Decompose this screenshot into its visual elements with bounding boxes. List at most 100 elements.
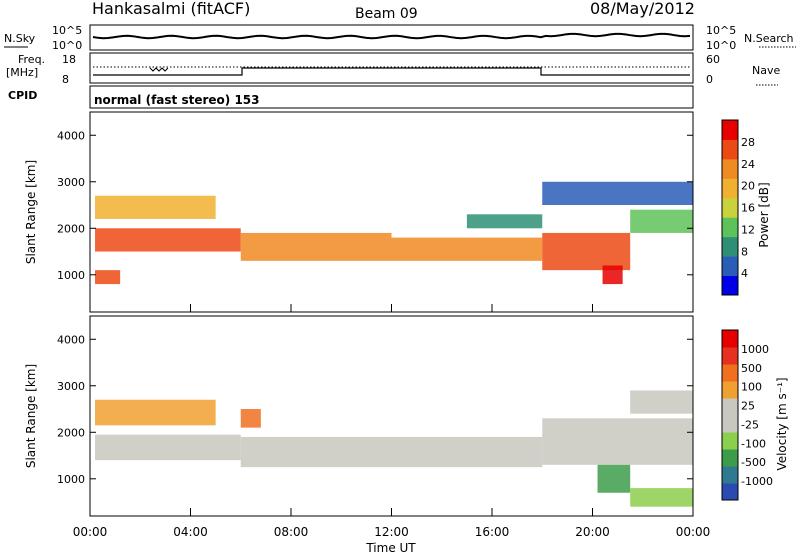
colorbar-tick-label: 25 [741, 400, 755, 413]
colorbar-tick-label: 28 [741, 136, 755, 149]
colorbar-tick-label: 4 [741, 267, 748, 280]
nsky-tick-top: 10^5 [52, 24, 82, 37]
beam-title: Beam 09 [355, 6, 418, 22]
power-band [391, 237, 543, 261]
station-title: Hankasalmi (fitACF) [92, 0, 250, 18]
nave-tick-bottom: 0 [706, 73, 713, 86]
colorbar-tick-label: 16 [741, 202, 755, 215]
x-tick-label: 16:00 [475, 525, 510, 539]
velocity-band [95, 399, 216, 426]
power-yaxis: 1000 2000 3000 4000 [57, 129, 693, 282]
colorbar-swatch [722, 347, 738, 365]
nsky-line [92, 32, 691, 40]
colorbar-swatch [722, 256, 738, 277]
colorbar-swatch [722, 217, 738, 238]
freq-unit: [MHz] [6, 66, 38, 79]
colorbar-swatch [722, 381, 738, 399]
power-band [542, 181, 693, 206]
power-data [95, 181, 693, 285]
cpid-label: CPID [8, 89, 37, 102]
x-tick-label: 20:00 [575, 525, 610, 539]
power-band [542, 232, 631, 271]
velocity-colorbar-label: Velocity [m s⁻¹] [775, 377, 789, 470]
colorbar-tick-label: 20 [741, 180, 755, 193]
colorbar-swatch [722, 483, 738, 501]
y-tick-label: 4000 [57, 333, 85, 346]
y-tick-label: 3000 [57, 380, 85, 393]
colorbar-tick-label: 24 [741, 158, 755, 171]
freq-line [93, 67, 690, 76]
power-band [602, 265, 623, 285]
nave-label: Nave [752, 64, 780, 77]
colorbar-swatch [722, 466, 738, 484]
power-band [630, 209, 693, 233]
colorbar-frame [721, 329, 739, 501]
colorbar-swatch [722, 415, 738, 433]
y-tick-label: 1000 [57, 473, 85, 486]
colorbar-swatch [722, 139, 738, 160]
colorbar-swatch [722, 432, 738, 450]
colorbar-swatch [722, 275, 738, 296]
nave-tick-top: 60 [706, 53, 720, 66]
velocity-band [240, 409, 261, 428]
nsky-label: N.Sky [4, 32, 36, 45]
power-band [95, 270, 121, 285]
x-tick-label: 00:00 [676, 525, 711, 539]
velocity-band [95, 434, 241, 461]
freq-tick-bottom: 8 [62, 73, 69, 86]
cpid-panel [89, 85, 694, 109]
freq-panel [89, 52, 694, 84]
colorbar-frame [721, 119, 739, 296]
x-axis-label: Time UT [365, 541, 416, 554]
power-band [240, 232, 392, 261]
y-tick-label: 3000 [57, 176, 85, 189]
x-tick-label: 04:00 [173, 525, 208, 539]
velocity-data [95, 390, 693, 507]
x-tick-label: 12:00 [374, 525, 409, 539]
velocity-yaxis: 1000 2000 3000 4000 [57, 333, 693, 486]
power-band [95, 228, 241, 252]
colorbar-swatch [722, 449, 738, 467]
x-tick-label: 08:00 [274, 525, 309, 539]
colorbar-swatch [722, 398, 738, 416]
nsearch-tick-top: 10^5 [706, 24, 736, 37]
velocity-band [542, 418, 693, 465]
x-axis: 00:00 04:00 08:00 12:00 16:00 20:00 00:00 [73, 304, 711, 539]
velocity-band [630, 390, 693, 414]
colorbar-tick-label: 1000 [741, 343, 769, 356]
velocity-band [597, 464, 631, 493]
colorbar-swatch [722, 197, 738, 218]
colorbar-tick-label: 12 [741, 223, 755, 236]
y-tick-label: 2000 [57, 222, 85, 235]
x-tick-label: 00:00 [73, 525, 108, 539]
power-band [466, 214, 543, 229]
freq-tick-top: 18 [62, 53, 76, 66]
colorbar-swatch [722, 236, 738, 257]
date-title: 08/May/2012 [590, 0, 695, 18]
nsky-tick-bottom: 10^0 [52, 39, 82, 52]
y-tick-label: 1000 [57, 269, 85, 282]
power-band [95, 195, 216, 219]
y-tick-label: 2000 [57, 426, 85, 439]
colorbar-swatch [722, 330, 738, 348]
power-colorbar: 28 24 20 16 12 8 4 [721, 119, 755, 296]
colorbar-tick-label: 100 [741, 381, 762, 394]
power-ylabel: Slant Range [km] [24, 160, 38, 264]
colorbar-swatch [722, 120, 738, 140]
colorbar-swatch [722, 364, 738, 382]
colorbar-tick-label: 500 [741, 362, 762, 375]
velocity-band [630, 488, 693, 507]
cpid-text: normal (fast stereo) 153 [94, 93, 260, 107]
nsearch-tick-bottom: 10^0 [706, 39, 736, 52]
velocity-colorbar: 1000 500 100 25 -25 -100 -500 -1000 [721, 329, 773, 501]
velocity-ylabel: Slant Range [km] [24, 364, 38, 468]
nsky-panel [89, 24, 694, 51]
colorbar-tick-label: -100 [741, 437, 766, 450]
y-tick-label: 4000 [57, 129, 85, 142]
freq-label: Freq. [18, 53, 45, 66]
colorbar-tick-label: -500 [741, 456, 766, 469]
colorbar-tick-label: -1000 [741, 475, 773, 488]
power-colorbar-label: Power [dB] [757, 182, 771, 247]
colorbar-swatch [722, 178, 738, 199]
